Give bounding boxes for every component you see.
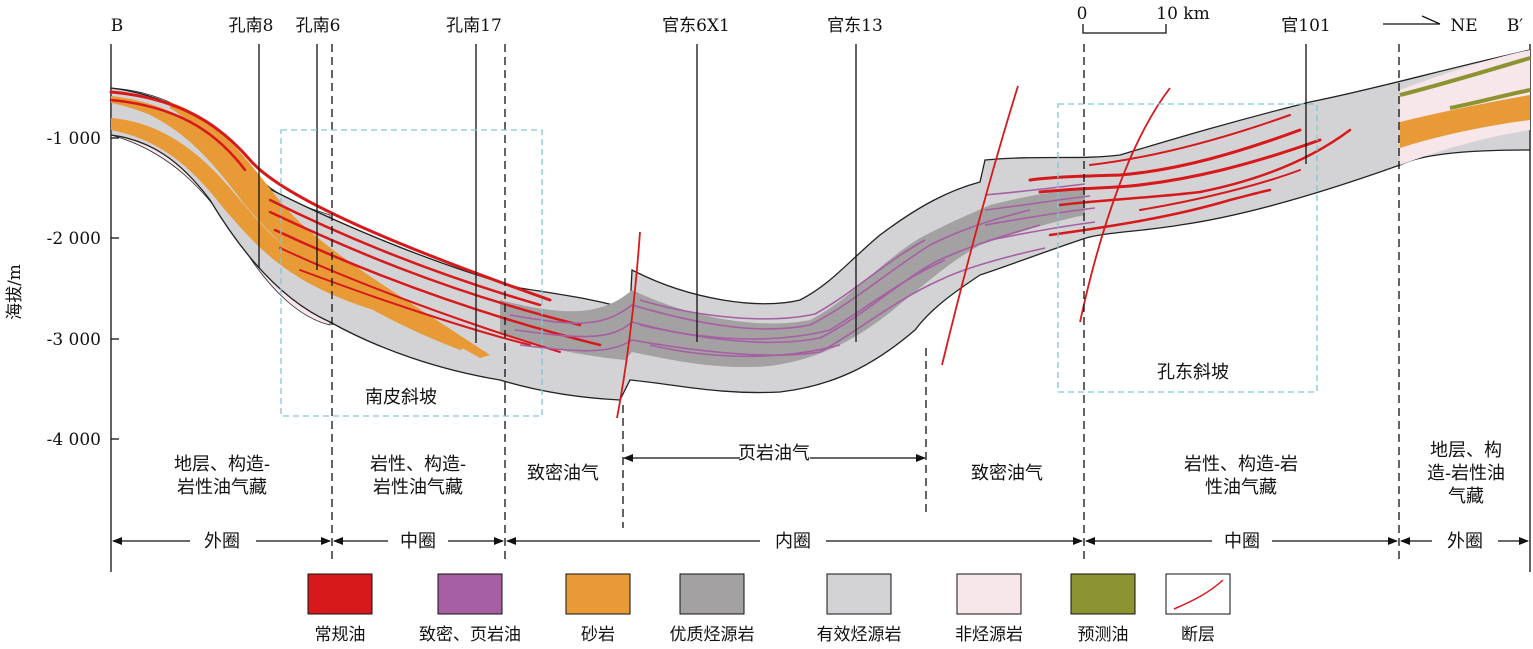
legend: 常规油 致密、页岩油 砂岩 优质烃源岩 有效烃源岩 非烃源岩 预测油 断层 (307, 573, 1231, 645)
effective-source-rock (110, 49, 1531, 401)
direction-label: NE (1450, 16, 1477, 36)
section-end-right: B′ (1507, 16, 1523, 36)
play-label: 岩性、构造-岩 (1184, 454, 1298, 475)
play-label: 岩性、构造- (370, 454, 466, 475)
belt-label: 外圈 (204, 531, 240, 552)
wells: 孔南8 孔南6 孔南17 官东6X1 官东13 官101 (229, 16, 1331, 343)
play-label: 致密油气 (971, 463, 1043, 484)
play-label: 岩性油气藏 (177, 477, 267, 498)
legend-swatch-effective-source (826, 573, 892, 615)
high-quality-source-rock (500, 190, 1085, 368)
belt-label: 中圈 (1224, 531, 1260, 552)
tight-shale-oil-bodies (509, 183, 1096, 358)
fault-line (1079, 87, 1171, 323)
well-label: 孔南6 (296, 16, 341, 36)
legend-swatch-sandstone (565, 573, 631, 615)
play-label: 地层、构 (1430, 440, 1502, 461)
south-slope-label: 南皮斜坡 (365, 387, 437, 408)
zone-boundaries (331, 44, 1400, 562)
legend-label: 常规油 (315, 625, 366, 645)
belt-label: 中圈 (400, 531, 436, 552)
legend-swatch-non-source (956, 573, 1022, 615)
belt-label: 内圈 (775, 531, 811, 552)
fault-legend-icon (1173, 579, 1224, 610)
sandstone-bodies (111, 95, 1530, 358)
east-slope-label: 孔东斜坡 (1157, 362, 1229, 383)
direction-arrowhead (1421, 15, 1441, 25)
play-label: 岩性油气藏 (373, 477, 463, 498)
y-tick-label: -3 000 (47, 330, 101, 350)
well-label: 官101 (1281, 16, 1330, 36)
conventional-oil-bodies (109, 90, 1352, 353)
fault-lines (616, 85, 1171, 419)
legend-swatch-high-quality-source (679, 573, 745, 615)
study-box-south (280, 129, 543, 417)
play-label: 致密油气 (527, 463, 599, 484)
study-box-east (1057, 103, 1318, 393)
legend-label: 断层 (1181, 625, 1215, 645)
play-label: 气藏 (1448, 486, 1484, 507)
fault-line (616, 231, 641, 419)
play-label: 地层、构造- (174, 454, 270, 475)
play-label: 性油气藏 (1205, 477, 1277, 498)
legend-label: 致密、页岩油 (419, 625, 521, 645)
play-label: 造-岩性油 (1427, 463, 1505, 484)
y-axis-title: 海拔/m (5, 264, 25, 320)
legend-label: 优质烃源岩 (670, 625, 755, 645)
y-tick-label: -4 000 (47, 430, 101, 450)
y-tick-label: -2 000 (47, 229, 101, 249)
legend-label: 砂岩 (581, 625, 615, 645)
well-label: 孔南17 (446, 16, 502, 36)
legend-swatch-tight-shale-oil (437, 573, 503, 615)
scale-zero: 0 (1077, 4, 1088, 24)
belt-label: 外圈 (1447, 531, 1483, 552)
fault-line (941, 85, 1019, 366)
legend-swatch-predicted-oil (1070, 573, 1136, 615)
scale-bar: 0 10 km (1077, 4, 1210, 34)
legend-label: 非烃源岩 (955, 625, 1023, 645)
well-label: 官东6X1 (662, 16, 730, 36)
play-labels: 地层、构造- 岩性油气藏 岩性、构造- 岩性油气藏 致密油气 页岩油气 致密油气… (174, 440, 1505, 507)
well-label: 孔南8 (229, 16, 274, 36)
legend-label: 预测油 (1078, 625, 1129, 645)
predicted-oil-bodies (1399, 56, 1531, 110)
play-label: 页岩油气 (738, 443, 810, 464)
legend-label: 有效烃源岩 (817, 625, 902, 645)
scale-label: 10 km (1156, 4, 1209, 24)
legend-swatch-conventional-oil (307, 573, 373, 615)
well-label: 官东13 (827, 16, 883, 36)
section-end-left: B (111, 16, 124, 36)
y-tick-label: -1 000 (47, 129, 101, 149)
